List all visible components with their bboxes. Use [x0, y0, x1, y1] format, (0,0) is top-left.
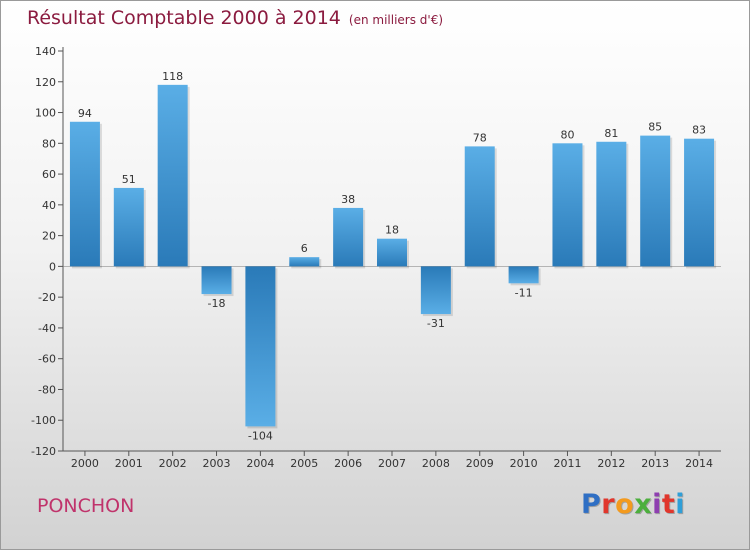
- y-tick-label: -80: [38, 383, 56, 396]
- x-tick-label: 2011: [553, 457, 581, 470]
- y-tick-label: 120: [35, 76, 56, 89]
- bar: [640, 135, 671, 267]
- bar-value-label: -18: [208, 297, 226, 310]
- bar: [377, 238, 407, 267]
- x-tick-label: 2003: [203, 457, 231, 470]
- bar-value-label: 18: [385, 224, 399, 237]
- chart-title: Résultat Comptable 2000 à 2014 (en millie…: [27, 7, 443, 29]
- bar: [113, 187, 144, 267]
- x-tick-label: 2002: [159, 457, 187, 470]
- x-tick-label: 2009: [466, 457, 494, 470]
- bar-value-label: 38: [341, 193, 355, 206]
- x-tick-label: 2012: [597, 457, 625, 470]
- y-tick-label: 80: [42, 137, 56, 150]
- x-tick-label: 2008: [422, 457, 450, 470]
- bar: [420, 266, 451, 315]
- bar-value-label: 80: [560, 128, 574, 141]
- bar-value-label: 6: [301, 242, 308, 255]
- x-tick-label: 2013: [641, 457, 669, 470]
- proxiti-logo: Proxiti: [581, 489, 686, 520]
- y-tick-label: 0: [49, 260, 56, 273]
- bar-value-label: -11: [515, 286, 533, 299]
- bar: [596, 141, 627, 267]
- title-text: Résultat Comptable 2000 à 2014: [27, 7, 341, 29]
- commune-name: PONCHON: [37, 495, 135, 517]
- y-tick-label: 140: [35, 45, 56, 58]
- bar-value-label: -31: [427, 317, 445, 330]
- y-tick-label: -60: [38, 353, 56, 366]
- bar-value-label: 51: [122, 173, 136, 186]
- y-tick-label: 40: [42, 199, 56, 212]
- y-tick-label: -20: [38, 291, 56, 304]
- bar-value-label: -104: [248, 429, 273, 442]
- bar-value-label: 81: [604, 127, 618, 140]
- bar-value-label: 94: [78, 107, 92, 120]
- bar: [508, 266, 539, 284]
- bar-value-label: 83: [692, 124, 706, 137]
- bar: [201, 266, 232, 295]
- bar-value-label: 78: [473, 131, 487, 144]
- x-tick-label: 2010: [510, 457, 538, 470]
- y-tick-label: 60: [42, 168, 56, 181]
- y-tick-label: 20: [42, 230, 56, 243]
- y-tick-label: 100: [35, 107, 56, 120]
- x-tick-label: 2001: [115, 457, 143, 470]
- bar-value-label: 85: [648, 121, 662, 134]
- bar: [69, 121, 100, 267]
- bar: [552, 143, 583, 267]
- bar: [684, 138, 715, 267]
- bar: [464, 146, 495, 267]
- bar: [157, 84, 188, 267]
- y-tick-label: -120: [31, 445, 56, 458]
- bar: [245, 266, 276, 427]
- x-tick-label: 2006: [334, 457, 362, 470]
- x-tick-label: 2000: [71, 457, 99, 470]
- x-tick-label: 2014: [685, 457, 713, 470]
- x-tick-label: 2005: [290, 457, 318, 470]
- bar-value-label: 118: [162, 70, 183, 83]
- y-tick-label: -40: [38, 322, 56, 335]
- bar: [289, 257, 320, 267]
- bar: [333, 207, 364, 267]
- x-tick-label: 2007: [378, 457, 406, 470]
- y-tick-label: -100: [31, 414, 56, 427]
- x-tick-label: 2004: [246, 457, 274, 470]
- title-unit: (en milliers d'€): [348, 13, 444, 27]
